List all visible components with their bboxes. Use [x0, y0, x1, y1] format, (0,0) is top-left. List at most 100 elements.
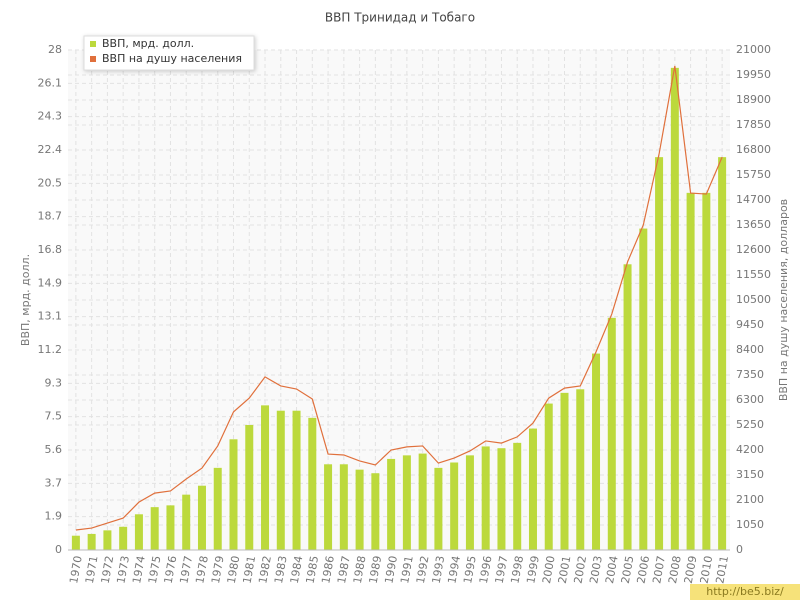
y2-tick-label: 19950: [736, 68, 771, 81]
y2-tick-label: 5250: [736, 418, 764, 431]
y2-tick-label: 8400: [736, 343, 764, 356]
x-tick-label: 1971: [83, 555, 101, 585]
watermark: http://be5.biz/: [706, 585, 784, 598]
y-tick-label: 11.2: [38, 343, 63, 356]
y2-tick-label: 2100: [736, 493, 764, 506]
y-tick-label: 14.9: [38, 276, 63, 289]
legend-swatch: [90, 56, 96, 62]
bar: [607, 317, 616, 550]
x-tick-label: 1987: [335, 555, 353, 585]
bar: [166, 505, 175, 550]
bar: [623, 264, 632, 550]
bar: [497, 448, 506, 550]
bar: [560, 392, 569, 550]
y2-tick-label: 6300: [736, 393, 764, 406]
x-tick-label: 1999: [524, 555, 542, 585]
bar: [292, 410, 301, 550]
x-tick-label: 2010: [698, 555, 716, 585]
x-tick-label: 2001: [556, 555, 574, 585]
chart-title: ВВП Тринидад и Тобаго: [325, 11, 475, 25]
x-tick-label: 1984: [288, 555, 306, 585]
bar: [276, 410, 285, 550]
x-tick-label: 2004: [603, 555, 621, 585]
y2-tick-label: 16800: [736, 143, 771, 156]
x-tick-label: 1995: [461, 555, 479, 585]
y-tick-label: 3.7: [45, 476, 63, 489]
x-tick-label: 1998: [508, 555, 526, 585]
legend-swatch: [90, 41, 96, 47]
legend-label: ВВП, мрд. долл.: [102, 37, 194, 50]
bar: [103, 530, 112, 550]
bar: [339, 464, 348, 550]
y-tick-label: 20.5: [38, 176, 63, 189]
watermark-bg: [690, 584, 800, 600]
x-tick-label: 1980: [225, 555, 243, 585]
y2-tick-label: 7350: [736, 368, 764, 381]
x-tick-label: 1976: [162, 555, 180, 585]
bar: [387, 458, 396, 550]
x-tick-label: 2005: [619, 555, 637, 585]
y2-tick-label: 10500: [736, 293, 771, 306]
y-tick-label: 26.1: [38, 76, 63, 89]
y-tick-label: 22.4: [38, 143, 63, 156]
x-tick-label: 1997: [493, 555, 511, 585]
y2-tick-label: 15750: [736, 168, 771, 181]
y-tick-label: 16.8: [38, 243, 63, 256]
bar: [592, 353, 601, 550]
bar: [150, 507, 159, 550]
x-tick-label: 1972: [99, 555, 117, 585]
bar: [229, 439, 238, 550]
bar: [355, 469, 364, 550]
bar: [182, 494, 191, 550]
bar: [71, 535, 80, 550]
x-tick-label: 1994: [445, 555, 463, 585]
bar: [308, 417, 317, 550]
y-tick-label: 13.1: [38, 310, 63, 323]
x-tick-label: 1983: [272, 555, 290, 585]
x-tick-label: 1973: [114, 555, 132, 585]
bar: [324, 464, 333, 550]
x-tick-label: 2008: [666, 555, 684, 585]
legend-box: [83, 35, 255, 71]
bar: [402, 455, 411, 550]
y-tick-label: 5.6: [45, 443, 63, 456]
bar: [119, 526, 128, 550]
bar: [702, 192, 711, 550]
x-tick-label: 2002: [572, 555, 590, 585]
y-axis-title: ВВП, мрд. долл.: [19, 254, 32, 346]
bar: [213, 467, 222, 550]
bar: [544, 403, 553, 550]
y2-tick-label: 21000: [736, 43, 771, 56]
x-tick-label: 1985: [304, 555, 322, 585]
x-tick-label: 1992: [414, 555, 432, 585]
x-tick-label: 1990: [382, 555, 400, 585]
x-tick-label: 1977: [177, 555, 195, 585]
x-tick-label: 1979: [209, 555, 227, 585]
x-tick-label: 1975: [146, 555, 164, 585]
x-tick-label: 2007: [650, 555, 668, 585]
y2-tick-label: 0: [736, 543, 743, 556]
x-tick-label: 2011: [713, 555, 731, 585]
bar: [87, 533, 96, 550]
y-tick-label: 9.3: [45, 376, 63, 389]
y2-tick-label: 9450: [736, 318, 764, 331]
x-tick-label: 1974: [130, 555, 148, 585]
y-tick-label: 7.5: [45, 410, 63, 423]
y2-tick-label: 3150: [736, 468, 764, 481]
line: [75, 65, 723, 531]
x-tick-label: 1981: [241, 555, 259, 585]
y2-tick-label: 12600: [736, 243, 771, 256]
y-tick-label: 24.3: [38, 110, 63, 123]
x-tick-label: 1996: [477, 555, 495, 585]
bar: [576, 389, 585, 550]
bar: [670, 67, 679, 550]
y-tick-label: 18.7: [38, 210, 63, 223]
bar: [465, 455, 474, 550]
bar: [134, 514, 143, 550]
bar: [481, 446, 490, 550]
x-tick-label: 1970: [67, 555, 85, 585]
bar: [371, 473, 380, 550]
legend-label: ВВП на душу населения: [102, 52, 242, 65]
bar: [686, 192, 695, 550]
y2-tick-label: 14700: [736, 193, 771, 206]
